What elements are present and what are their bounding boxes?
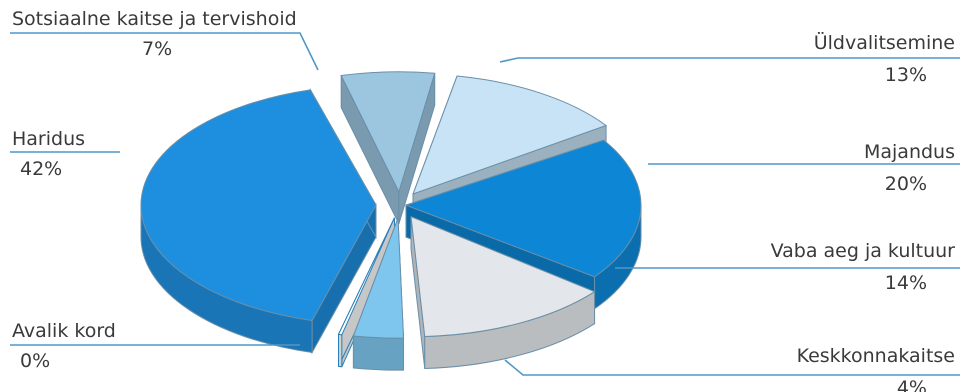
pie-slice-top [140, 89, 377, 322]
pie-slice-3 [352, 217, 405, 371]
leader-line [499, 57, 960, 63]
slice-label: Keskkonnakaitse [796, 345, 955, 367]
pie-slice-top [340, 71, 436, 194]
pie-slice-5 [140, 87, 377, 355]
pie-slice-top [337, 217, 395, 336]
slice-value-label: 13% [884, 64, 927, 86]
leader-line [504, 359, 960, 376]
slice-label: Majandus [863, 141, 955, 163]
pie-slice-6 [340, 71, 436, 225]
slice-value-label: 7% [142, 38, 173, 60]
pie-slice-2 [410, 215, 596, 370]
slice-value-label: 4% [896, 377, 927, 392]
pie-slice-top [410, 215, 596, 338]
slice-label: Üldvalitsemine [813, 32, 955, 54]
pie-slice-rim [337, 333, 343, 368]
leader-line [10, 32, 319, 71]
slice-value-label: 42% [20, 158, 63, 180]
slice-value-label: 14% [884, 272, 927, 294]
slice-label: Sotsiaalne kaitse ja tervishoid [12, 8, 297, 30]
slice-value-label: 20% [884, 173, 927, 195]
pie-slice-rim [352, 335, 405, 371]
pie-slice-top [412, 75, 608, 195]
slice-label: Haridus [12, 128, 86, 150]
slice-value-label: 0% [20, 350, 51, 372]
slice-label: Vaba aeg ja kultuur [770, 240, 955, 262]
pie-slice-top [404, 139, 642, 278]
pie-slice-top [352, 217, 405, 339]
pie-slice-4 [337, 217, 395, 368]
slice-label: Avalik kord [12, 320, 116, 342]
